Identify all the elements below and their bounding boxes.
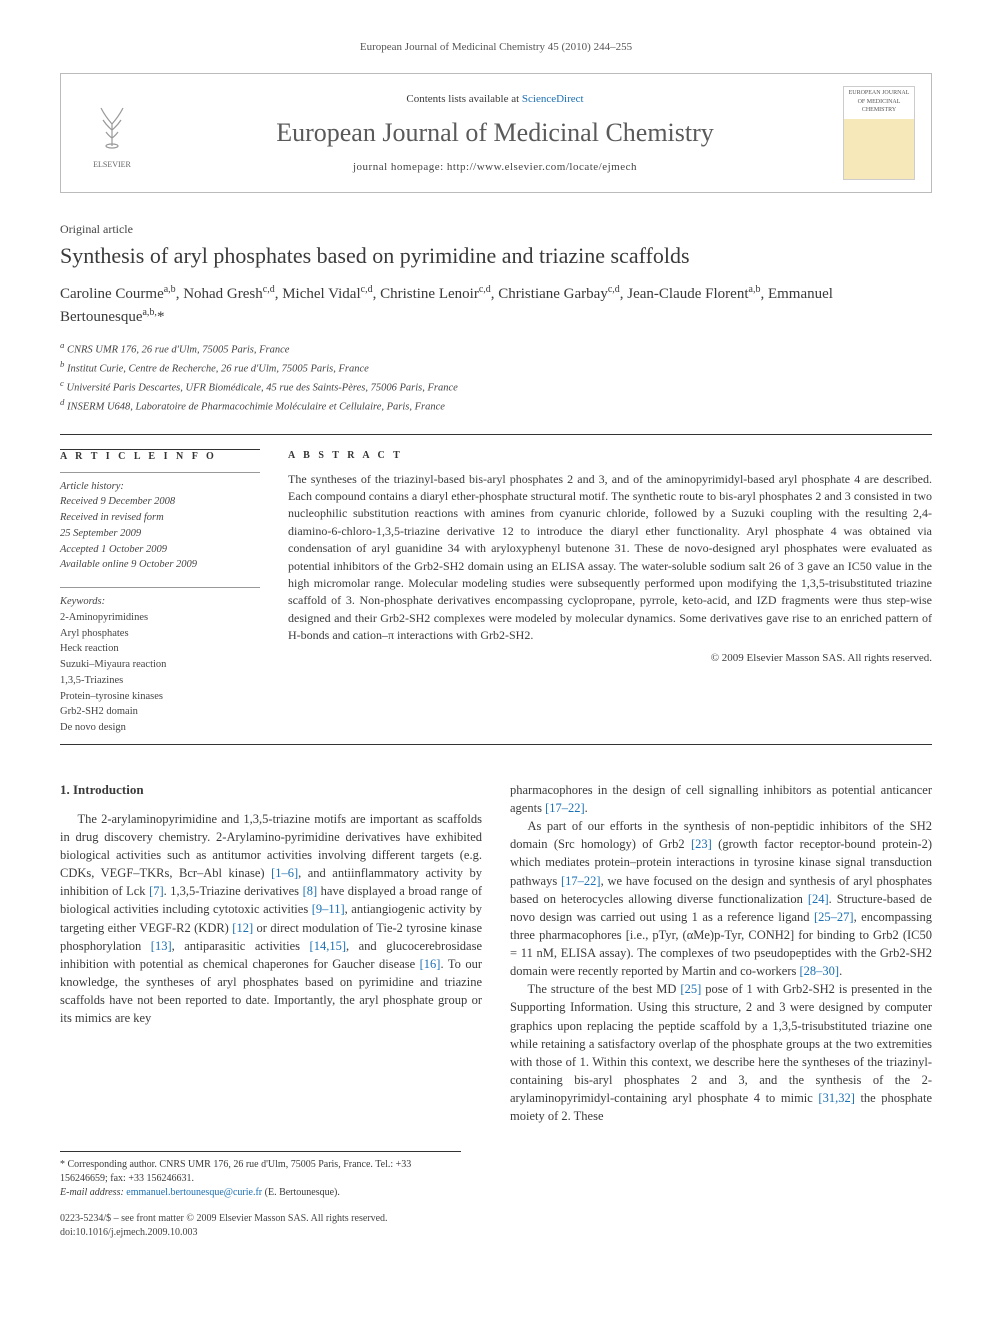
- footnotes: * Corresponding author. CNRS UMR 176, 26…: [60, 1151, 461, 1200]
- homepage-url[interactable]: http://www.elsevier.com/locate/ejmech: [447, 161, 637, 173]
- running-header: European Journal of Medicinal Chemistry …: [60, 40, 932, 55]
- journal-header-box: ELSEVIER Contents lists available at Sci…: [60, 73, 932, 193]
- body-paragraph: The 2-arylaminopyrimidine and 1,3,5-tria…: [60, 810, 482, 1028]
- abstract-text: The syntheses of the triazinyl-based bis…: [288, 471, 932, 645]
- body-col-left: 1. Introduction The 2-arylaminopyrimidin…: [60, 781, 482, 1125]
- header-center: Contents lists available at ScienceDirec…: [163, 92, 827, 175]
- keyword-item: 2-Aminopyrimidines: [60, 610, 260, 626]
- body-col-right: pharmacophores in the design of cell sig…: [510, 781, 932, 1125]
- section-heading-intro: 1. Introduction: [60, 781, 482, 800]
- citation-ref[interactable]: [28–30]: [799, 964, 839, 978]
- citation-ref[interactable]: [17–22]: [561, 874, 601, 888]
- citation-ref[interactable]: [24]: [808, 892, 829, 906]
- doi-line: doi:10.1016/j.ejmech.2009.10.003: [60, 1226, 932, 1240]
- keyword-item: Heck reaction: [60, 641, 260, 657]
- citation-ref[interactable]: [31,32]: [818, 1091, 854, 1105]
- body-columns: 1. Introduction The 2-arylaminopyrimidin…: [60, 781, 932, 1125]
- front-matter-line: 0223-5234/$ – see front matter © 2009 El…: [60, 1212, 932, 1226]
- abstract-column: A B S T R A C T The syntheses of the tri…: [288, 449, 932, 736]
- citation-ref[interactable]: [8]: [303, 884, 318, 898]
- article-title: Synthesis of aryl phosphates based on py…: [60, 242, 932, 270]
- citation-ref[interactable]: [7]: [149, 884, 164, 898]
- citation-ref[interactable]: [9–11]: [312, 902, 345, 916]
- article-type: Original article: [60, 221, 932, 238]
- keywords-label: Keywords:: [60, 594, 260, 610]
- history-line: Received in revised form: [60, 510, 260, 526]
- homepage-prefix: journal homepage:: [353, 161, 447, 173]
- contents-prefix: Contents lists available at: [406, 93, 521, 105]
- citation-ref[interactable]: [13]: [151, 939, 172, 953]
- affiliations: a CNRS UMR 176, 26 rue d'Ulm, 75005 Pari…: [60, 339, 932, 416]
- author-email-link[interactable]: emmanuel.bertounesque@curie.fr: [126, 1187, 262, 1198]
- keyword-item: Aryl phosphates: [60, 626, 260, 642]
- page-footer: 0223-5234/$ – see front matter © 2009 El…: [60, 1212, 932, 1240]
- keyword-item: 1,3,5-Triazines: [60, 673, 260, 689]
- journal-homepage-line: journal homepage: http://www.elsevier.co…: [163, 160, 827, 175]
- journal-name: European Journal of Medicinal Chemistry: [163, 115, 827, 151]
- elsevier-tree-icon: [87, 96, 137, 159]
- citation-ref[interactable]: [12]: [232, 921, 253, 935]
- email-suffix: (E. Bertounesque).: [262, 1187, 340, 1198]
- affiliation-line: b Institut Curie, Centre de Recherche, 2…: [60, 358, 932, 377]
- keyword-item: Suzuki–Miyaura reaction: [60, 657, 260, 673]
- contents-available-line: Contents lists available at ScienceDirec…: [163, 92, 827, 107]
- citation-ref[interactable]: [25–27]: [814, 910, 854, 924]
- publisher-label: ELSEVIER: [93, 159, 131, 170]
- body-paragraph: pharmacophores in the design of cell sig…: [510, 781, 932, 817]
- body-paragraph: The structure of the best MD [25] pose o…: [510, 980, 932, 1125]
- citation-ref[interactable]: [25]: [680, 982, 701, 996]
- history-line: Received 9 December 2008: [60, 494, 260, 510]
- citation-ref[interactable]: [14,15]: [310, 939, 346, 953]
- keyword-item: De novo design: [60, 720, 260, 736]
- affiliation-line: a CNRS UMR 176, 26 rue d'Ulm, 75005 Pari…: [60, 339, 932, 358]
- article-history: Article history: Received 9 December 200…: [60, 472, 260, 574]
- article-info-column: A R T I C L E I N F O Article history: R…: [60, 449, 260, 736]
- section-divider: [60, 744, 932, 745]
- author-list: Caroline Courmea,b, Nohad Greshc,d, Mich…: [60, 282, 932, 329]
- citation-ref[interactable]: [23]: [691, 837, 712, 851]
- history-line: Available online 9 October 2009: [60, 557, 260, 573]
- citation-ref[interactable]: [16]: [420, 957, 441, 971]
- email-label: E-mail address:: [60, 1187, 126, 1198]
- elsevier-logo: ELSEVIER: [77, 94, 147, 172]
- keywords-block: Keywords: 2-AminopyrimidinesAryl phospha…: [60, 587, 260, 736]
- affiliation-line: c Université Paris Descartes, UFR Bioméd…: [60, 377, 932, 396]
- article-info-label: A R T I C L E I N F O: [60, 450, 260, 464]
- citation-ref[interactable]: [17–22]: [545, 801, 585, 815]
- keyword-item: Grb2-SH2 domain: [60, 704, 260, 720]
- body-paragraph: As part of our efforts in the synthesis …: [510, 817, 932, 980]
- history-label: Article history:: [60, 479, 260, 495]
- sciencedirect-link[interactable]: ScienceDirect: [522, 93, 584, 105]
- history-line: Accepted 1 October 2009: [60, 542, 260, 558]
- citation-ref[interactable]: [1–6]: [271, 866, 298, 880]
- abstract-label: A B S T R A C T: [288, 449, 932, 463]
- keyword-item: Protein–tyrosine kinases: [60, 689, 260, 705]
- corresponding-author-note: * Corresponding author. CNRS UMR 176, 26…: [60, 1158, 461, 1186]
- affiliation-line: d INSERM U648, Laboratoire de Pharmacoch…: [60, 396, 932, 415]
- email-line: E-mail address: emmanuel.bertounesque@cu…: [60, 1186, 461, 1200]
- journal-cover-thumbnail: EUROPEAN JOURNAL OF MEDICINAL CHEMISTRY: [843, 86, 915, 180]
- abstract-copyright: © 2009 Elsevier Masson SAS. All rights r…: [288, 651, 932, 666]
- history-line: 25 September 2009: [60, 526, 260, 542]
